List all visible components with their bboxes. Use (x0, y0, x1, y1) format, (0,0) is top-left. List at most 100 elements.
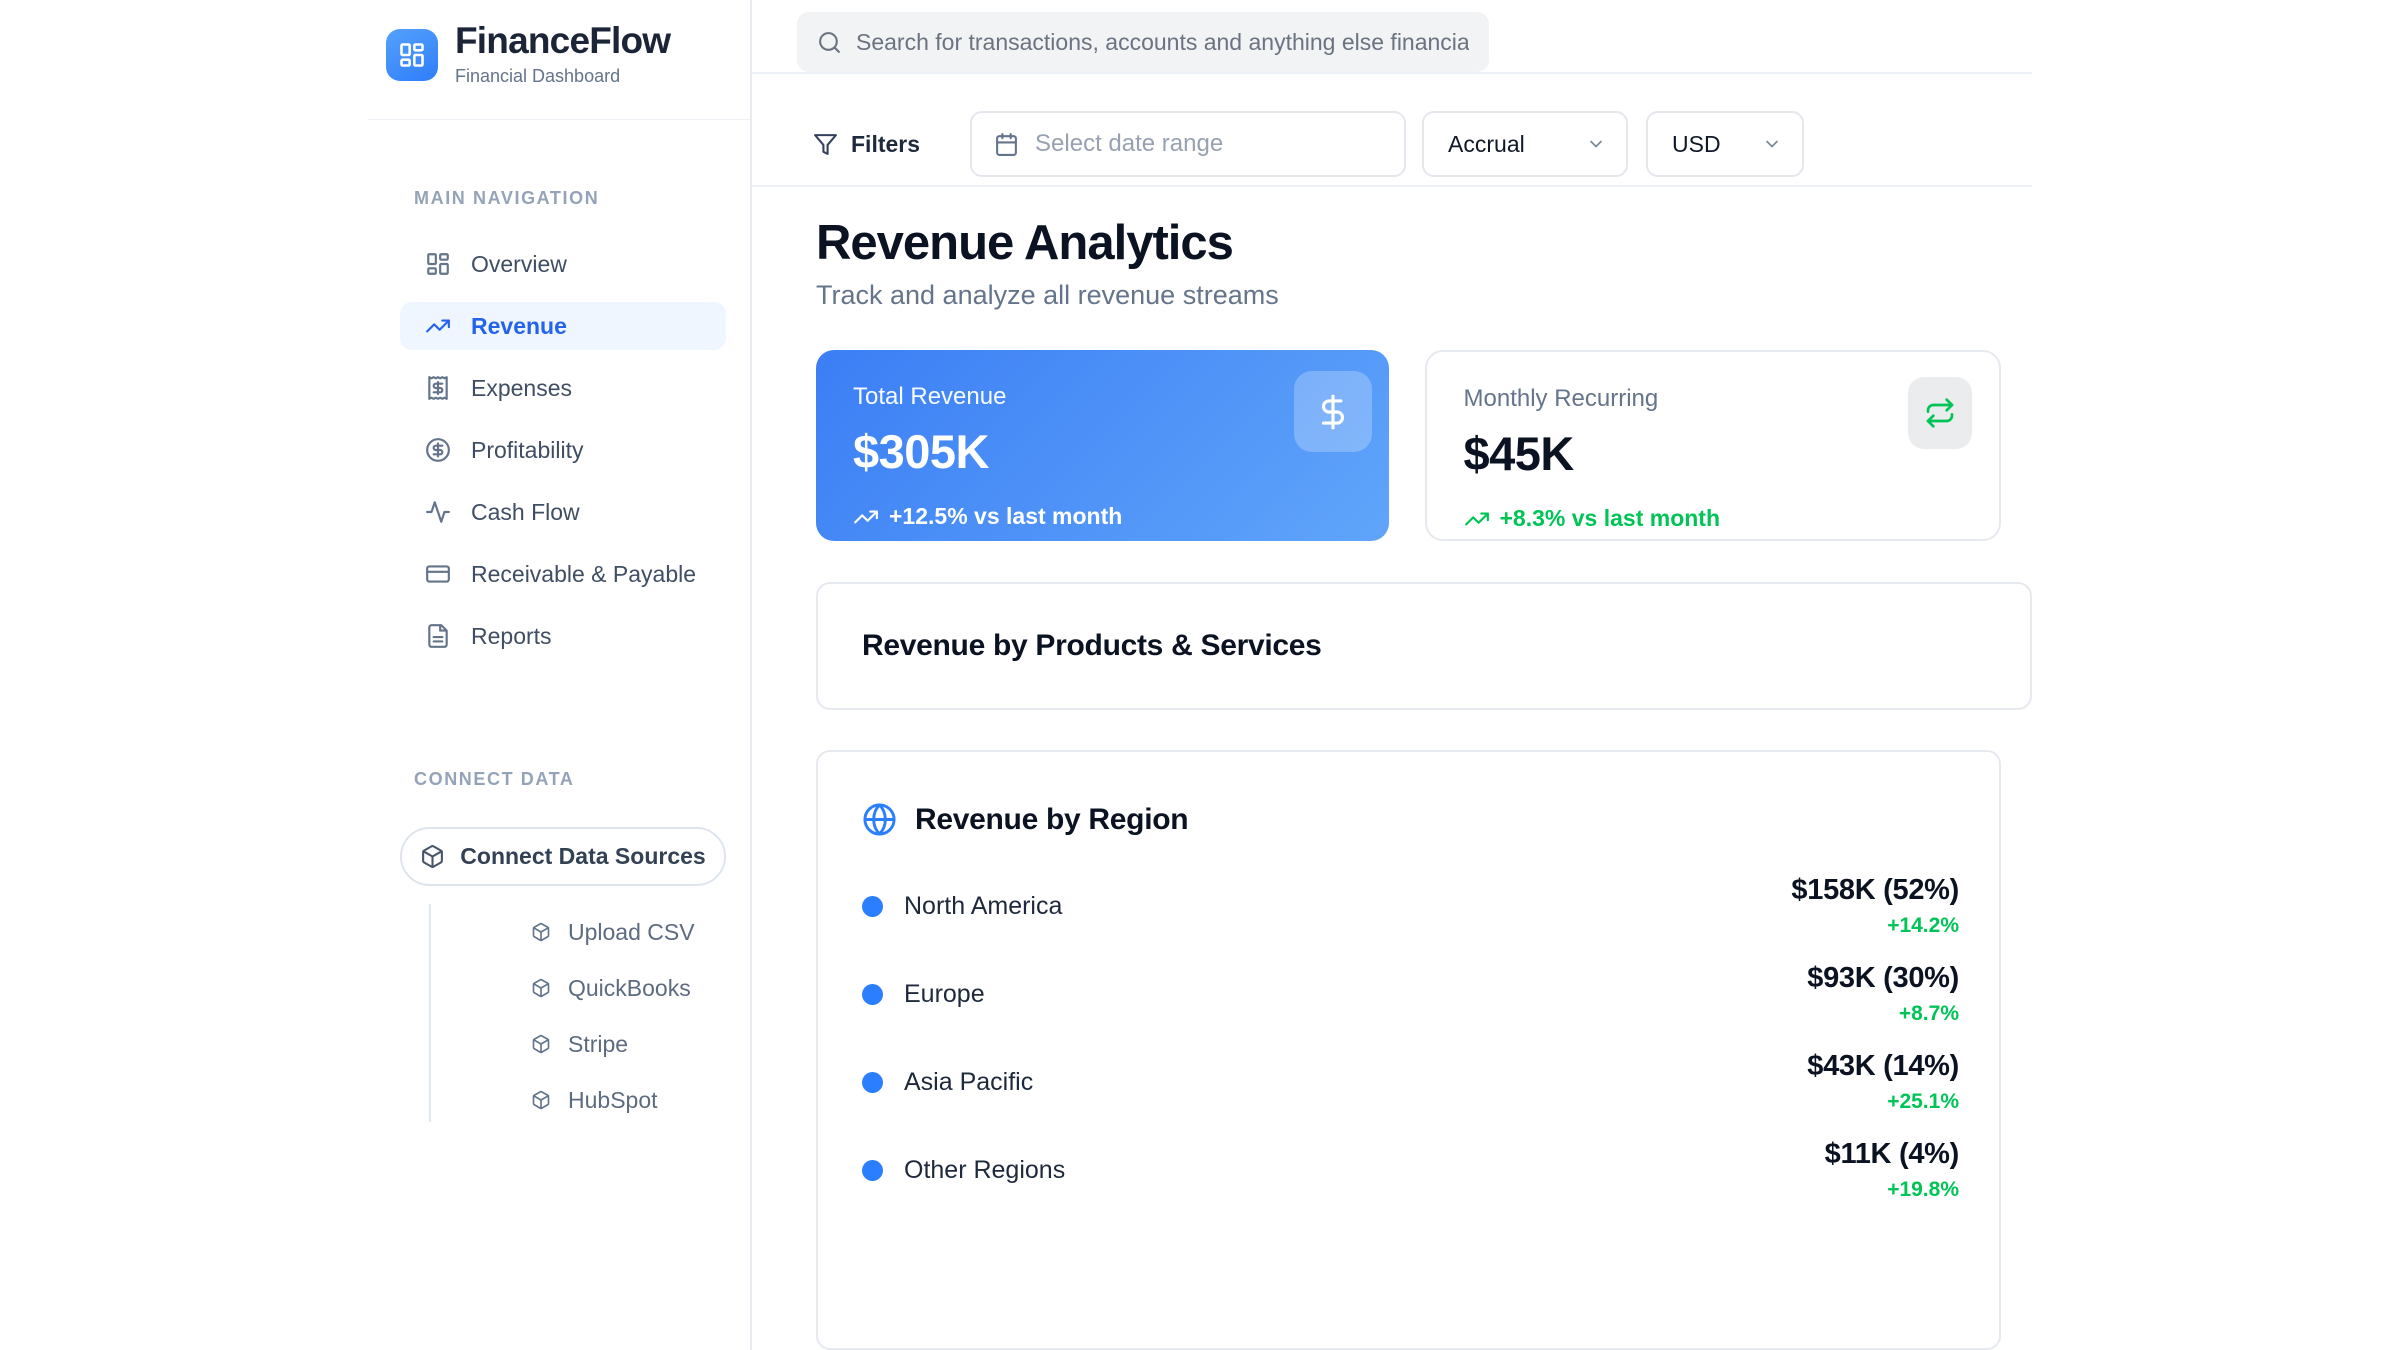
date-range-placeholder: Select date range (1035, 130, 1224, 158)
kpi-trend: +12.5% vs last month (853, 503, 1349, 530)
region-name: Asia Pacific (904, 1067, 1034, 1096)
page-content: Revenue Analytics Track and analyze all … (752, 187, 2032, 1350)
trending-up-icon (854, 510, 878, 523)
region-value: $158K (52%) (1791, 874, 1959, 906)
funnel-icon (814, 133, 837, 155)
main-area: Filters Select date range Accrual USD Re… (752, 0, 2032, 1350)
page-subtitle: Track and analyze all revenue streams (816, 280, 1279, 310)
source-item-quickbooks[interactable]: QuickBooks (429, 960, 750, 1016)
file-text-icon (428, 624, 448, 648)
source-item-label: HubSpot (568, 1086, 658, 1113)
region-dot-icon (862, 1071, 883, 1093)
filters-button[interactable]: Filters (813, 131, 920, 158)
source-item-upload-csv[interactable]: Upload CSV (429, 904, 750, 960)
tree-indent-line (429, 904, 431, 1122)
source-item-hubspot[interactable]: HubSpot (429, 1072, 750, 1128)
sidebar-item-reports[interactable]: Reports (400, 612, 726, 660)
region-row-asia-pacific: Asia Pacific $43K (14%) +25.1% (862, 1038, 1959, 1126)
region-list: North America $158K (52%) +14.2% Europe (862, 862, 1959, 1214)
sidebar-item-label: Reports (471, 622, 552, 649)
package-icon (532, 978, 550, 998)
main-navigation-header: MAIN NAVIGATION (414, 188, 600, 208)
filters-label: Filters (851, 130, 921, 157)
repeat-icon (1908, 377, 1972, 449)
currency-select[interactable]: USD (1646, 111, 1805, 178)
sidebar-item-expenses[interactable]: Expenses (400, 364, 726, 412)
products-card-title: Revenue by Products & Services (862, 629, 1322, 662)
revenue-by-region-card: Revenue by Region North America $158K (5… (816, 750, 2001, 1350)
region-card-title: Revenue by Region (915, 802, 1189, 836)
chevron-down-icon (1590, 140, 1602, 148)
accounting-basis-select[interactable]: Accrual (1422, 111, 1629, 178)
brand: FinanceFlow Financial Dashboard (368, 0, 750, 86)
connect-data-header: CONNECT DATA (414, 769, 575, 789)
search-bar (797, 12, 1489, 72)
receipt-icon (428, 376, 448, 400)
kpi-trend-text: +8.3% vs last month (1499, 505, 1721, 531)
search-icon (819, 31, 840, 53)
page-title: Revenue Analytics (816, 215, 1234, 270)
region-dot-icon (862, 895, 883, 917)
credit-card-icon (426, 565, 450, 583)
monthly-recurring-card: Monthly Recurring $45K +8.3% vs last mon… (1424, 350, 2001, 541)
package-icon (532, 922, 550, 942)
activity-icon (426, 501, 450, 523)
region-row-north-america: North America $158K (52%) +14.2% (862, 862, 1959, 950)
filters-bar: Filters Select date range Accrual USD (752, 74, 2032, 187)
kpi-cards: Total Revenue $305K +12.5% vs last month… (816, 350, 2001, 541)
circle-dollar-icon (426, 438, 450, 462)
sidebar-item-cash-flow[interactable]: Cash Flow (400, 488, 726, 536)
currency-value: USD (1672, 130, 1721, 157)
region-row-europe: Europe $93K (30%) +8.7% (862, 950, 1959, 1038)
sidebar-item-revenue[interactable]: Revenue (400, 302, 726, 350)
dollar-sign-icon (1293, 371, 1372, 452)
region-name: North America (904, 891, 1063, 920)
total-revenue-card: Total Revenue $305K +12.5% vs last month (816, 350, 1389, 541)
main-navigation: Overview Revenue Expenses Profitability … (400, 240, 726, 660)
revenue-by-products-card: Revenue by Products & Services (816, 582, 2032, 710)
sidebar-item-label: Profitability (471, 436, 584, 463)
sidebar-item-profitability[interactable]: Profitability (400, 426, 726, 474)
region-dot-icon (862, 1159, 883, 1181)
region-change: +25.1% (1887, 1090, 1959, 1113)
region-card-header: Revenue by Region (862, 802, 1959, 837)
kpi-trend: +8.3% vs last month (1464, 505, 1960, 532)
kpi-trend-text: +12.5% vs last month (889, 503, 1123, 529)
source-item-label: Stripe (568, 1030, 629, 1057)
chevron-down-icon (1766, 140, 1778, 148)
sidebar-item-receivable-payable[interactable]: Receivable & Payable (400, 550, 726, 598)
calendar-icon (996, 132, 1017, 156)
connect-data-sources-button[interactable]: Connect Data Sources (400, 827, 726, 886)
sidebar-item-label: Expenses (471, 374, 573, 401)
source-item-stripe[interactable]: Stripe (429, 1016, 750, 1072)
package-icon (532, 1034, 550, 1054)
sidebar-item-label: Overview (471, 250, 567, 277)
region-value: $43K (14%) (1807, 1050, 1959, 1082)
globe-icon (863, 803, 896, 836)
sidebar-divider (368, 119, 750, 120)
region-dot-icon (862, 983, 883, 1005)
search-input[interactable] (856, 28, 1469, 56)
trending-up-icon (426, 319, 450, 333)
region-change: +8.7% (1898, 1002, 1959, 1025)
sidebar-item-label: Revenue (471, 312, 567, 339)
trending-up-icon (1464, 512, 1489, 525)
source-item-label: QuickBooks (568, 974, 691, 1001)
dashboard-icon (427, 253, 449, 275)
sidebar-item-label: Cash Flow (471, 498, 580, 525)
brand-tagline: Financial Dashboard (455, 65, 621, 86)
package-icon (422, 845, 444, 868)
sidebar-item-overview[interactable]: Overview (400, 240, 726, 288)
brand-logo-icon (386, 28, 438, 81)
region-name: Other Regions (904, 1155, 1066, 1184)
source-item-label: Upload CSV (568, 918, 695, 945)
date-range-picker[interactable]: Select date range (970, 111, 1407, 178)
top-bar (752, 0, 2032, 74)
kpi-label: Total Revenue (853, 383, 1007, 410)
accounting-basis-value: Accrual (1448, 130, 1525, 157)
brand-name: FinanceFlow (455, 20, 671, 62)
data-source-list: Upload CSV QuickBooks Stripe HubSpot (429, 904, 750, 1128)
region-change: +19.8% (1887, 1178, 1959, 1201)
region-value: $11K (4%) (1824, 1138, 1960, 1170)
